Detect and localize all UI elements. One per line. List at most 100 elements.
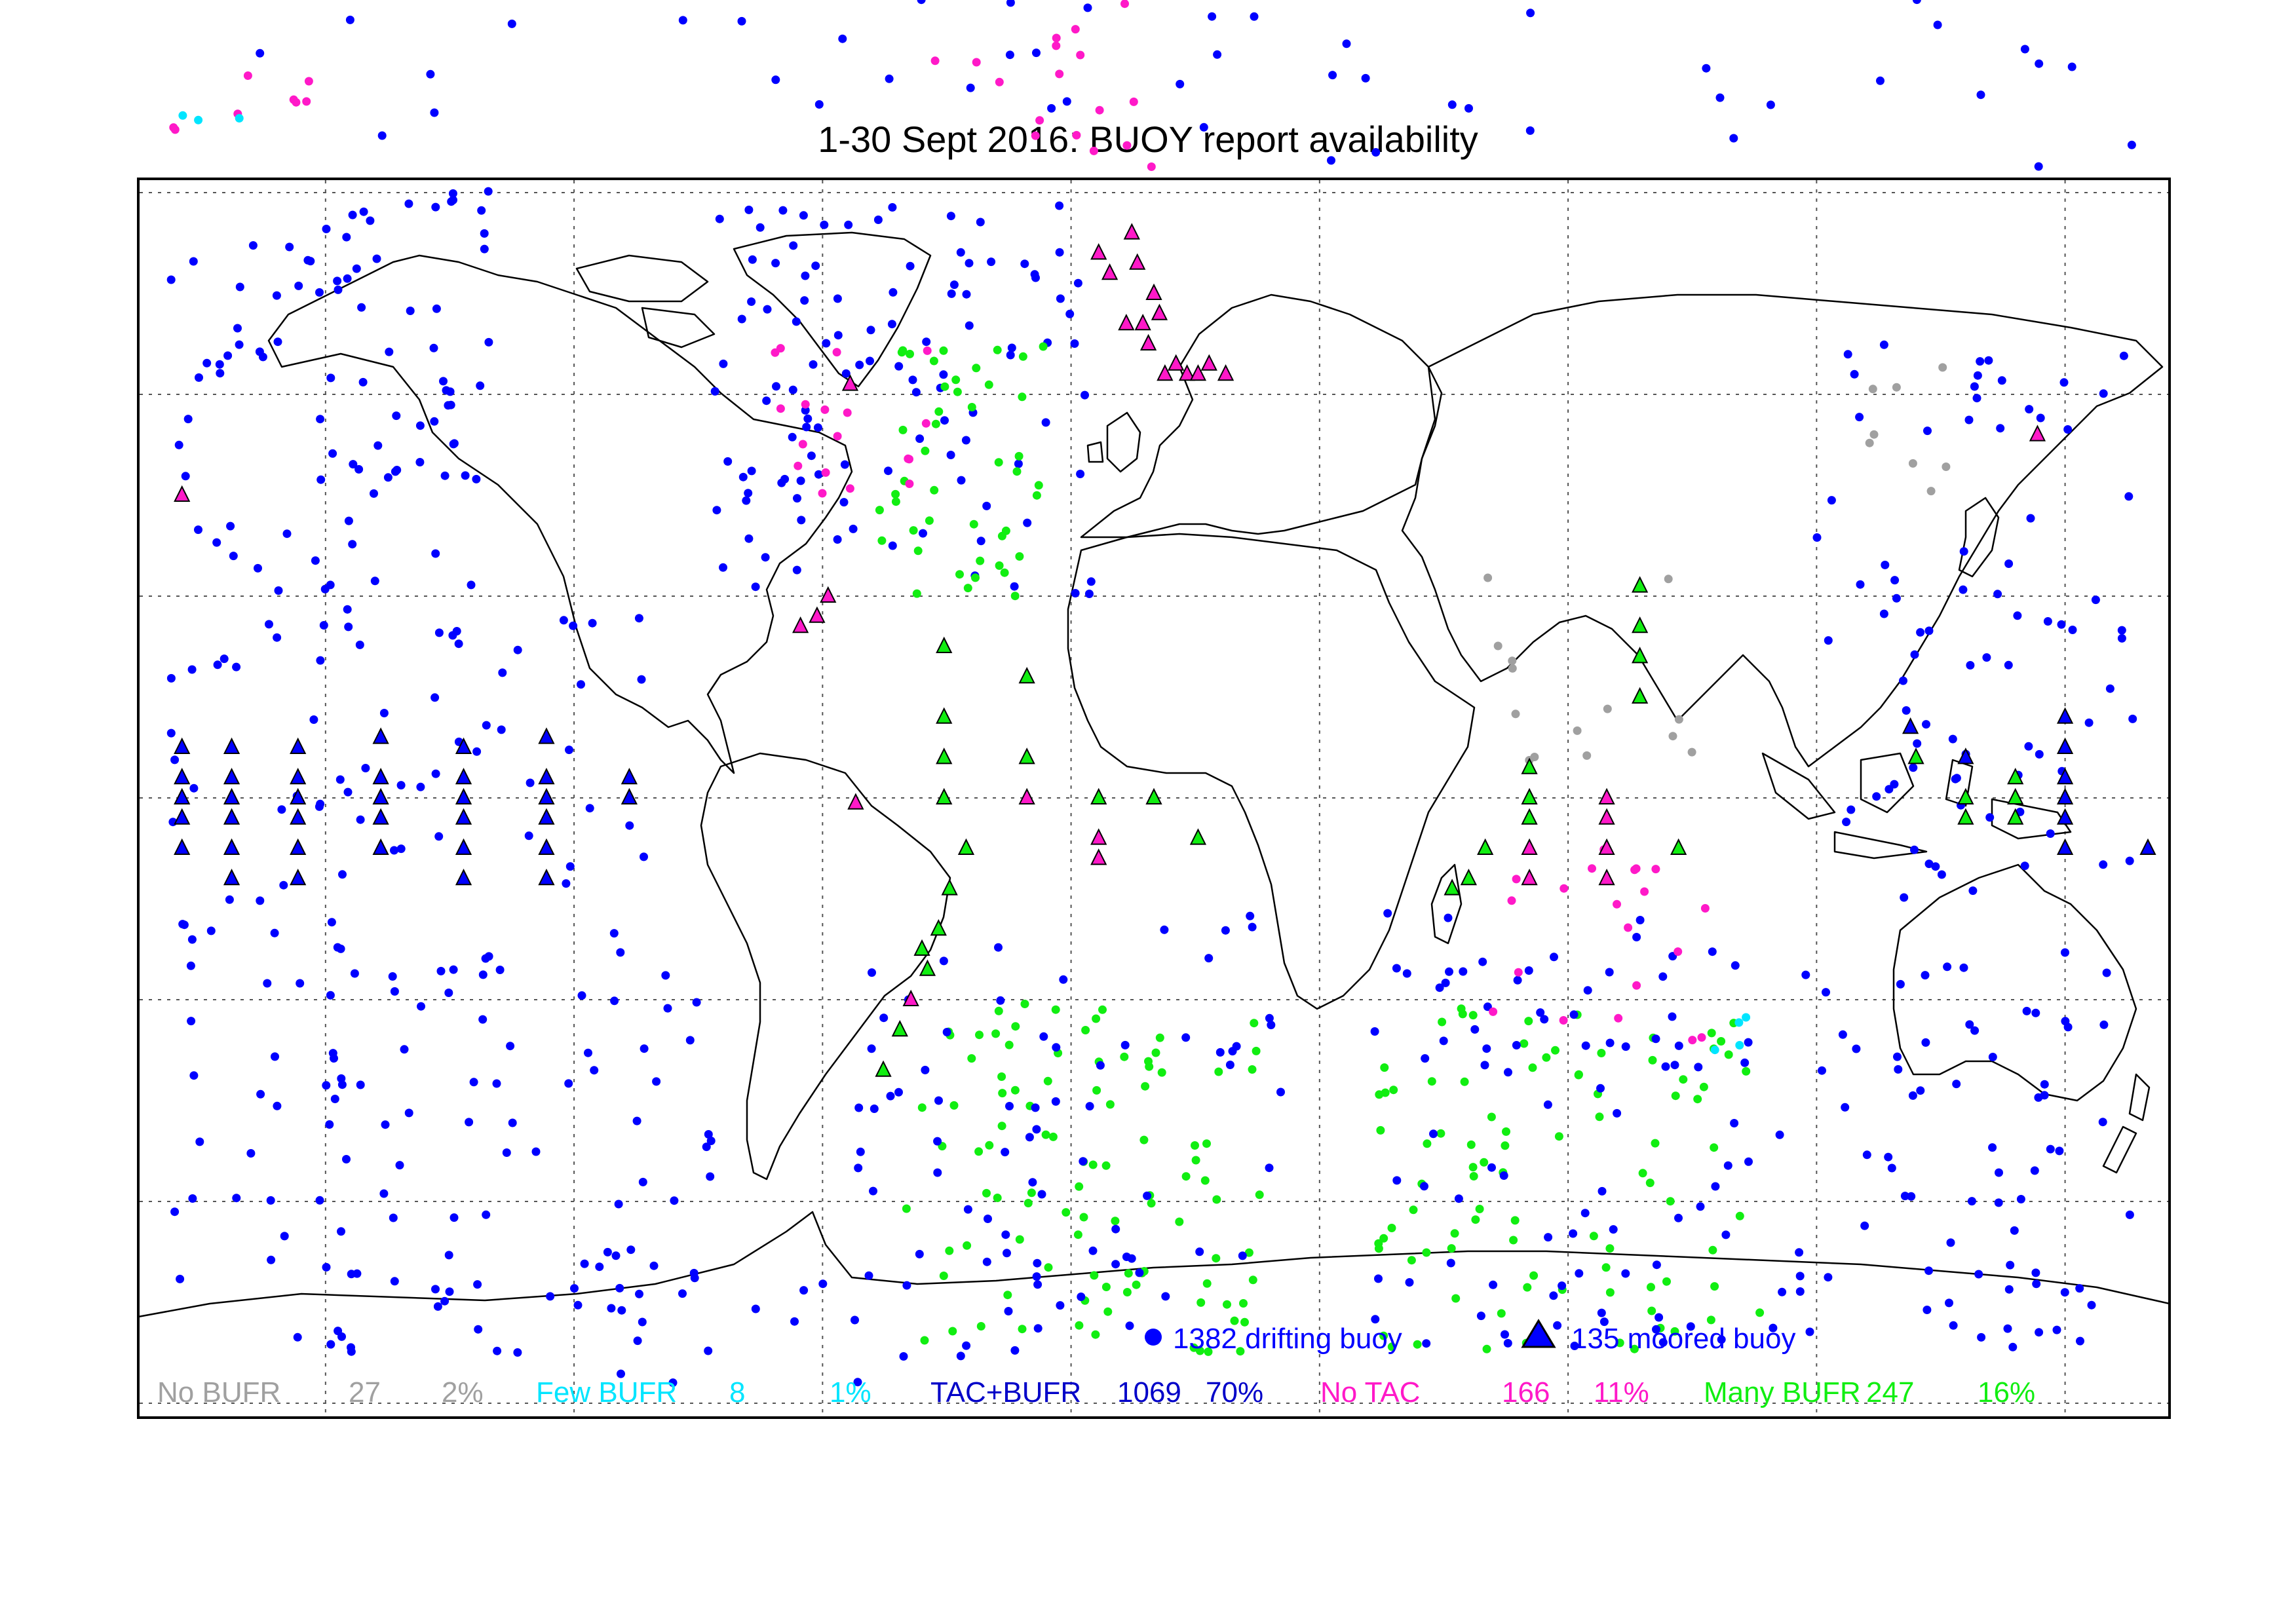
drifting-buoy-marker <box>930 485 939 495</box>
drifting-buoy-marker <box>1520 1039 1529 1048</box>
drifting-buoy-marker <box>1842 818 1851 827</box>
drifting-buoy-marker <box>1966 661 1975 670</box>
drifting-buoy-marker <box>771 75 780 85</box>
drifting-buoy-marker <box>265 620 273 629</box>
drifting-buoy-marker <box>2057 620 2066 629</box>
drifting-buoy-marker <box>982 1188 991 1198</box>
drifting-buoy-marker <box>1993 590 2002 599</box>
drifting-buoy-marker <box>1640 887 1649 896</box>
drifting-buoy-marker <box>1199 123 1208 132</box>
drifting-buoy-marker <box>326 991 335 1000</box>
moored-buoy-marker <box>455 838 472 855</box>
drifting-buoy-marker <box>1697 1033 1706 1042</box>
moored-buoy-marker <box>1189 828 1207 845</box>
moored-buoy-marker <box>1217 364 1234 381</box>
drifting-buoy-marker <box>1480 1158 1489 1167</box>
drifting-buoy-marker <box>562 879 571 888</box>
drifting-buoy-marker <box>377 131 387 140</box>
drifting-buoy-marker <box>1926 487 1936 496</box>
drifting-buoy-marker <box>1595 1112 1604 1122</box>
drifting-buoy-marker <box>811 261 820 271</box>
drifting-buoy-marker <box>1407 1256 1416 1265</box>
drifting-buoy-marker <box>1708 947 1717 956</box>
drifting-buoy-marker <box>1033 1258 1042 1268</box>
drifting-buoy-marker <box>2091 595 2100 605</box>
drifting-buoy-marker <box>1327 156 1335 165</box>
drifting-buoy-marker <box>1670 1061 1679 1070</box>
drifting-buoy-marker <box>969 519 978 529</box>
drifting-buoy-marker <box>873 216 883 224</box>
moored-buoy-marker <box>809 606 826 623</box>
drifting-buoy-marker <box>839 498 849 507</box>
drifting-buoy-marker <box>1503 1338 1512 1348</box>
drifting-buoy-marker <box>1427 1077 1436 1086</box>
drifting-buoy-marker <box>946 451 955 459</box>
drifting-buoy-marker <box>226 521 235 531</box>
drifting-buoy-marker <box>187 1017 196 1026</box>
drifting-buoy-marker <box>448 189 457 198</box>
moored-buoy-marker <box>1090 848 1107 865</box>
moored-buoy-marker <box>1632 616 1649 633</box>
drifting-buoy-marker <box>2102 968 2111 977</box>
drifting-buoy-marker <box>723 457 733 466</box>
drifting-buoy-marker <box>2117 626 2126 635</box>
drifting-buoy-marker <box>1707 1029 1716 1038</box>
drifting-buoy-marker <box>248 241 258 250</box>
drifting-buoy-marker <box>316 415 325 424</box>
drifting-buoy-marker <box>663 1004 672 1013</box>
drifting-buoy-marker <box>1072 130 1081 140</box>
drifting-buoy-marker <box>292 98 301 107</box>
drifting-buoy-marker <box>1070 339 1079 348</box>
drifting-buoy-marker <box>1020 259 1029 269</box>
drifting-buoy-marker <box>1387 1342 1396 1351</box>
drifting-buoy-marker <box>801 271 810 280</box>
drifting-buoy-marker <box>570 1284 579 1293</box>
drifting-buoy-marker <box>280 1232 289 1241</box>
drifting-buoy-marker <box>866 326 875 335</box>
drifting-buoy-marker <box>1085 1102 1094 1111</box>
drifting-buoy-marker <box>1735 1041 1744 1049</box>
drifting-buoy-marker <box>497 725 506 734</box>
drifting-buoy-marker <box>373 441 383 450</box>
drifting-buoy-marker <box>258 352 267 362</box>
drifting-buoy-marker <box>1525 126 1535 135</box>
moored-buoy-marker <box>1178 364 1196 381</box>
drifting-buoy-marker <box>844 220 853 229</box>
drifting-buoy-marker <box>690 1274 699 1283</box>
drifting-buoy-marker <box>2052 1325 2061 1334</box>
stat-label-few-bufr: Few BUFR <box>536 1376 677 1408</box>
drifting-buoy-marker <box>186 961 195 970</box>
drifting-buoy-marker <box>1995 1168 2003 1177</box>
drifting-buoy-marker <box>454 639 463 649</box>
moored-buoy-marker <box>792 616 809 633</box>
drifting-buoy-marker <box>1487 1163 1496 1172</box>
drifting-buoy-marker <box>1544 1233 1553 1242</box>
drifting-buoy-marker <box>1938 363 1947 372</box>
drifting-buoy-marker <box>1551 1046 1559 1055</box>
drifting-buoy-marker <box>1597 1049 1606 1057</box>
drifting-buoy-marker <box>737 314 746 324</box>
moored-buoy-marker <box>1957 747 1974 765</box>
drifting-buoy-marker <box>389 1213 398 1222</box>
drifting-buoy-marker <box>416 782 425 791</box>
drifting-buoy-marker <box>1482 1344 1491 1353</box>
moored-buoy-legend-label: 135 moored buoy <box>1571 1323 1795 1355</box>
drifting-buoy-marker <box>1742 1013 1751 1022</box>
drifting-buoy-marker <box>370 576 379 586</box>
drifting-buoy-marker <box>1483 1002 1492 1011</box>
drifting-buoy-marker <box>888 541 897 550</box>
drifting-buoy-marker <box>2059 378 2069 387</box>
drifting-buoy-marker <box>778 206 788 215</box>
drifting-buoy-marker <box>1933 20 1942 29</box>
drifting-buoy-marker <box>1907 1192 1916 1201</box>
drifting-buoy-marker <box>1487 1112 1496 1122</box>
drifting-buoy-marker <box>272 291 281 300</box>
drifting-buoy-legend-dot <box>1145 1329 1162 1346</box>
moored-buoy-marker <box>1189 364 1207 381</box>
drifting-buoy-marker <box>853 1378 862 1387</box>
drifting-buoy-marker <box>1916 628 1925 637</box>
drifting-buoy-marker <box>1062 1208 1071 1217</box>
drifting-buoy-marker <box>1392 1176 1402 1185</box>
drifting-buoy-marker <box>1856 580 1865 589</box>
